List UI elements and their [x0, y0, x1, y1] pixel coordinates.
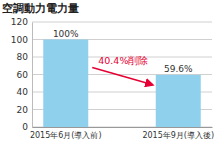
x-tick: 2015年6月(導入前): [30, 127, 102, 140]
x-axis-line: [33, 127, 213, 128]
y-tick-label: 40: [17, 87, 29, 97]
x-axis: 2015年6月(導入前) 2015年9月(導入後): [30, 127, 214, 140]
y-tick: 100: [11, 35, 32, 45]
y-tick: 120: [11, 17, 32, 27]
x-tick-label: 2015年9月(導入後): [142, 131, 214, 140]
bar: [43, 40, 88, 128]
bars: [43, 40, 201, 128]
y-tick: 60: [17, 70, 32, 80]
y-tick-label: 20: [17, 105, 29, 115]
y-tick: 40: [17, 87, 32, 97]
bar: [156, 75, 201, 127]
y-tick-label: 80: [17, 52, 29, 62]
x-tick-label: 2015年6月(導入前): [30, 131, 102, 140]
arrow: [92, 68, 153, 85]
annotation: 40.4%削除: [98, 55, 148, 66]
data-labels: 100% 59.6%: [53, 29, 193, 74]
y-tick-label: 120: [11, 17, 28, 27]
y-tick-label: 0: [22, 122, 28, 132]
data-label: 59.6%: [164, 64, 193, 74]
chart: 空調動力電力量 0 20 40 60 80 100 120 2015年6月(導入前) 2015年9…: [0, 0, 220, 150]
grid-line: [32, 22, 212, 23]
y-axis: 0 20 40 60 80 100 120: [11, 17, 33, 132]
y-axis-line: [32, 23, 33, 128]
x-tick: 2015年9月(導入後): [142, 127, 214, 140]
grid: [32, 22, 212, 127]
data-label: 100%: [53, 29, 79, 39]
y-tick-label: 60: [17, 70, 29, 80]
y-tick: 80: [17, 52, 32, 62]
title: 空調動力電力量: [2, 2, 79, 15]
y-tick-label: 100: [11, 35, 28, 45]
y-tick: 20: [17, 105, 32, 115]
